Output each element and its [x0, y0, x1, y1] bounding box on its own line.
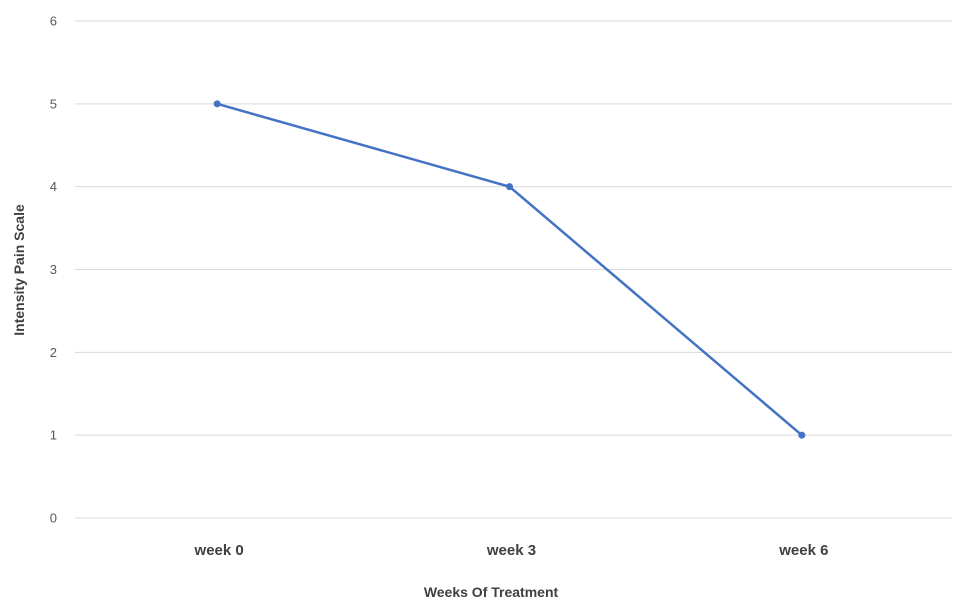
data-point-week-0[interactable]: [213, 100, 221, 108]
x-axis-ticks: week 0 week 3 week 6: [194, 542, 829, 559]
x-axis-title: Weeks Of Treatment: [424, 584, 559, 600]
x-tick-label: week 6: [778, 542, 828, 559]
y-tick-label: 4: [50, 179, 57, 194]
x-tick-label: week 3: [486, 542, 536, 559]
gridlines: [75, 20, 952, 519]
data-point-week-3[interactable]: [506, 183, 513, 191]
y-tick-label: 2: [50, 345, 57, 360]
y-tick-label: 5: [50, 96, 57, 111]
x-tick-label: week 0: [194, 542, 244, 559]
series-layer: [213, 100, 806, 439]
y-tick-label: 3: [50, 262, 57, 277]
y-axis-title: Intensity Pain Scale: [11, 204, 27, 336]
data-point-week-6[interactable]: [798, 431, 806, 439]
y-tick-label: 1: [50, 428, 57, 443]
y-tick-label: 0: [50, 511, 57, 526]
y-axis-ticks: 0 1 2 3 4 5 6: [50, 14, 57, 526]
y-tick-label: 6: [50, 14, 57, 29]
